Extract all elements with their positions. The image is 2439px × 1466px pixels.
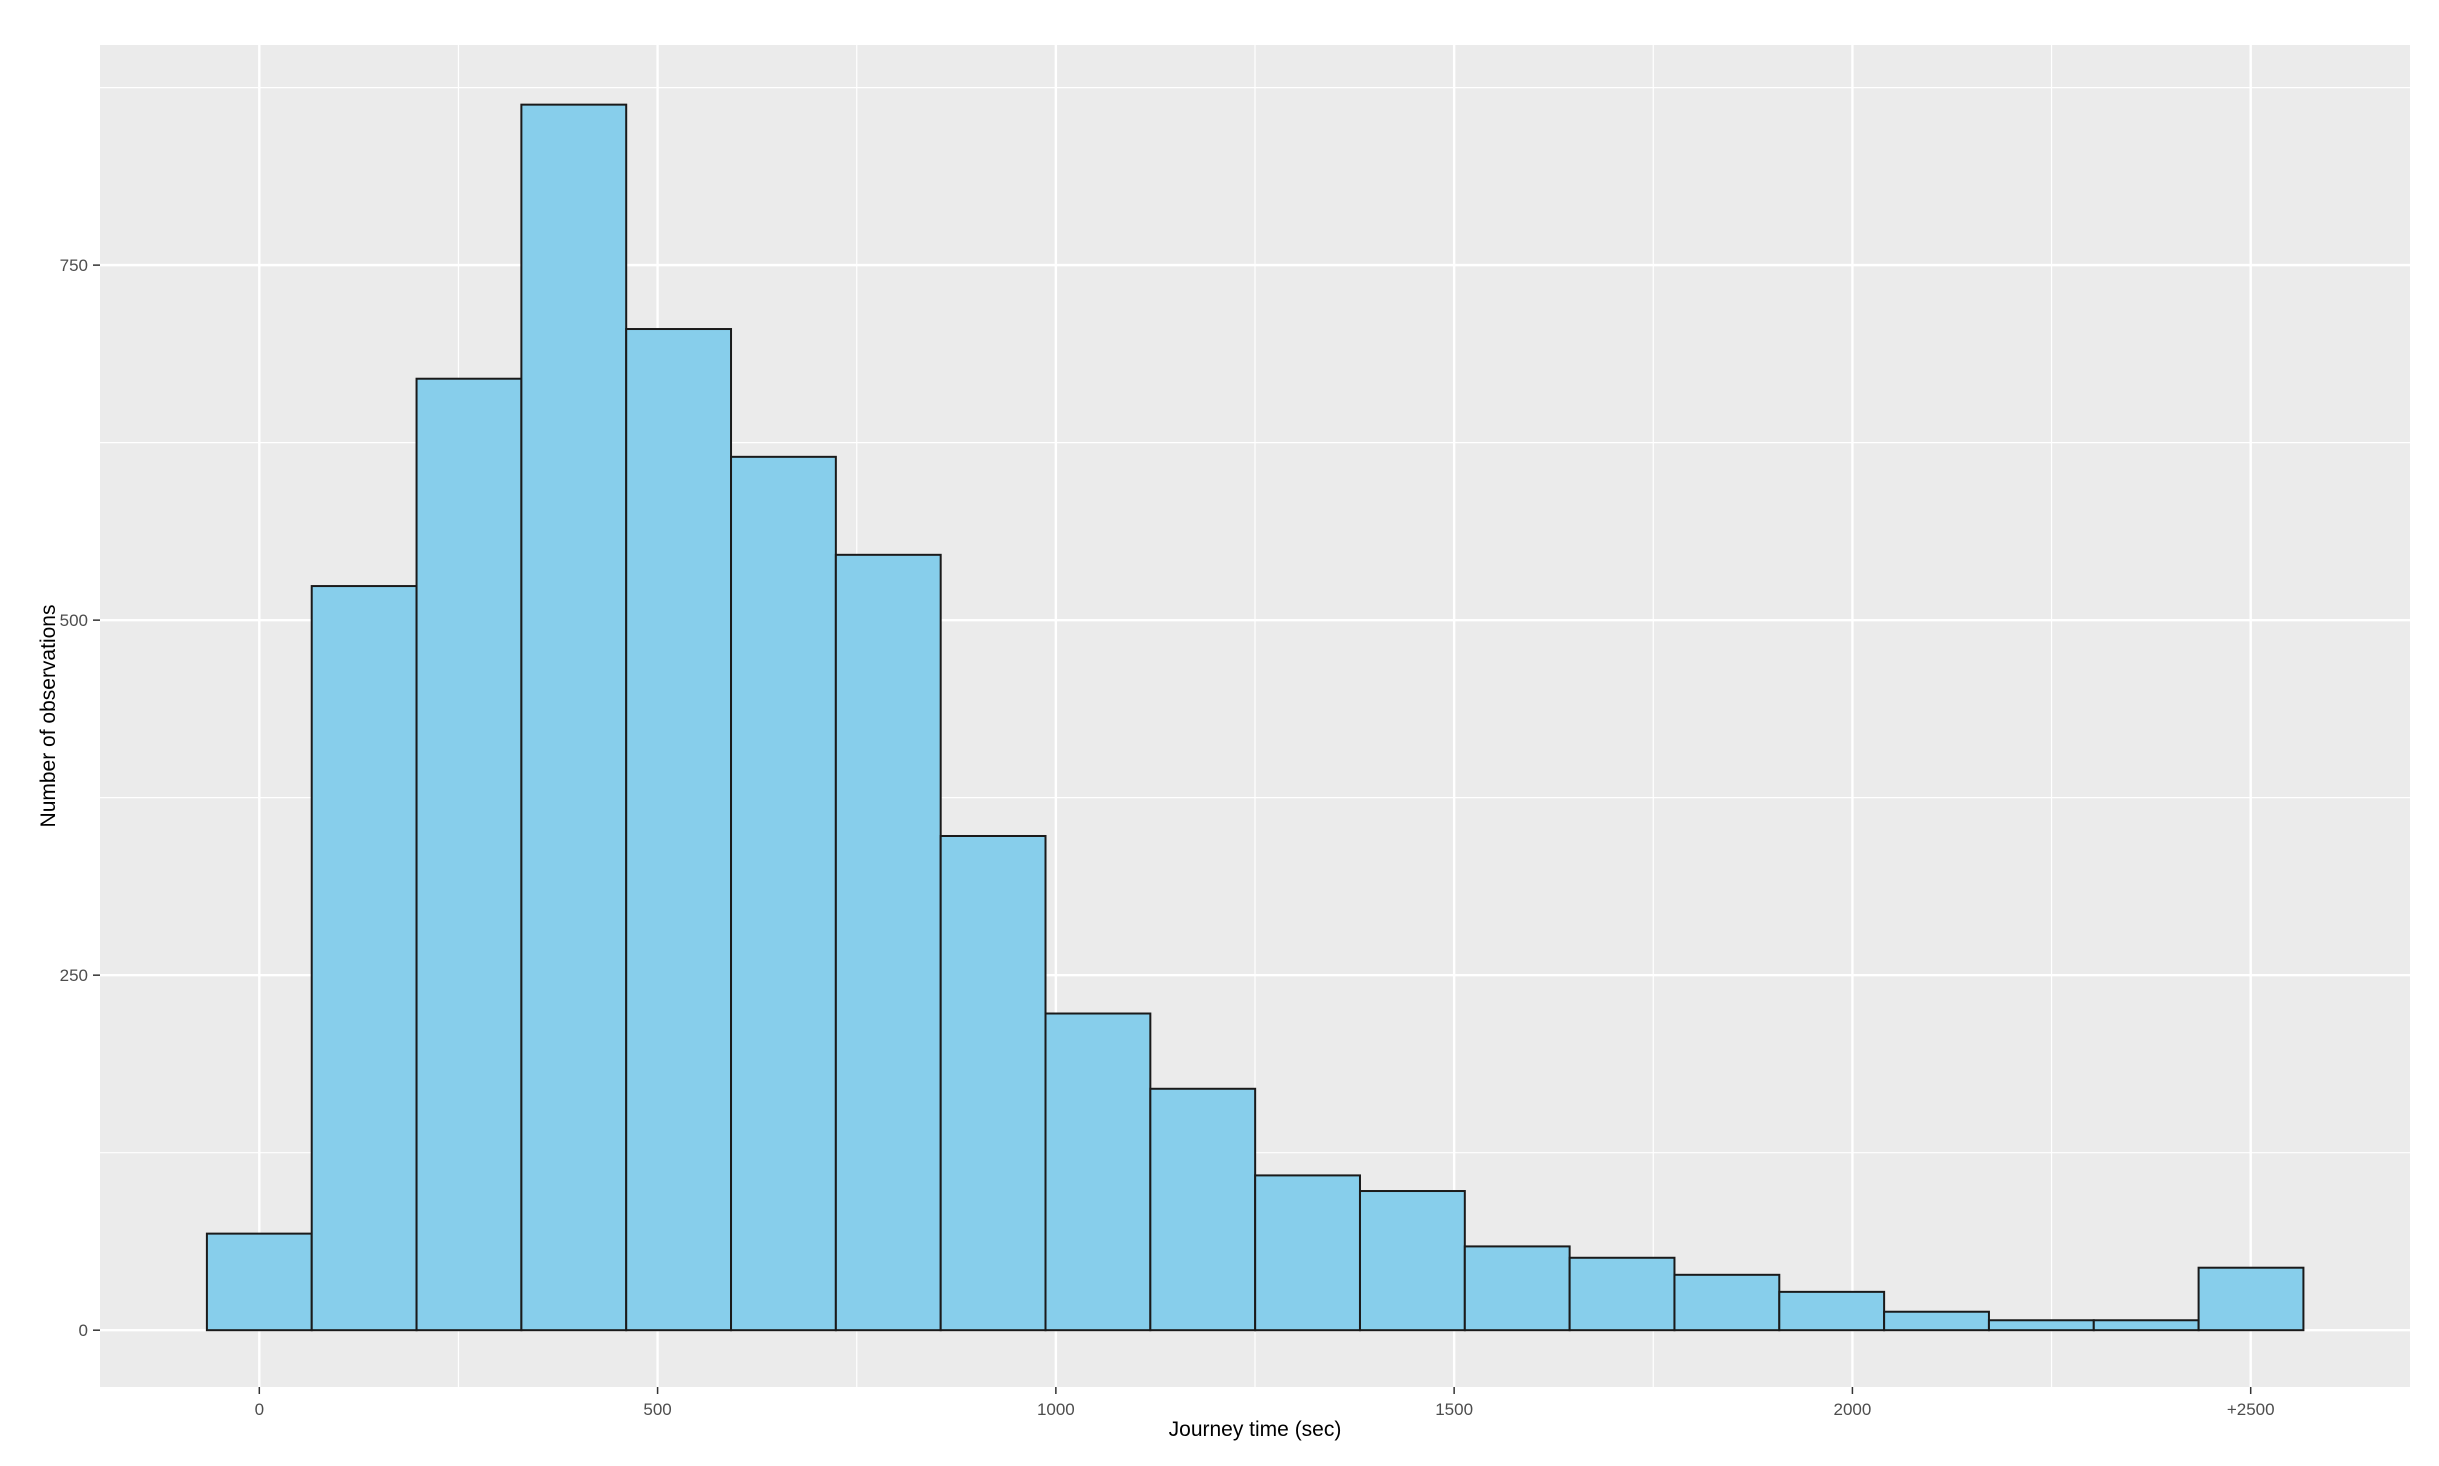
y-tick-label: 750 — [60, 256, 88, 275]
histogram-bar — [2197, 1266, 2305, 1332]
x-axis-ticks: 0 500 1000 1500 2000 +2500 — [255, 1387, 2275, 1419]
histogram-bar — [1044, 1012, 1152, 1332]
histogram-bars — [205, 103, 2305, 1332]
histogram-bar — [1987, 1319, 2095, 1332]
histogram-bar — [205, 1232, 313, 1332]
x-tick-label: 2000 — [1833, 1400, 1871, 1419]
x-tick-label: 1000 — [1037, 1400, 1075, 1419]
y-axis-title: Number of observations — [37, 605, 60, 828]
histogram-bar — [1463, 1245, 1571, 1332]
histogram-bar — [415, 377, 523, 1332]
histogram-bar — [2092, 1319, 2200, 1332]
histogram-bar — [520, 103, 628, 1332]
x-tick-label: +2500 — [2227, 1400, 2275, 1419]
histogram-bar — [1254, 1174, 1361, 1332]
histogram-bar — [1883, 1310, 1990, 1332]
y-axis-ticks: 0 250 500 750 — [60, 256, 100, 1340]
x-axis-title: Journey time (sec) — [1169, 1418, 1342, 1441]
histogram-bar — [730, 455, 837, 1332]
x-tick-label: 1500 — [1435, 1400, 1473, 1419]
histogram-bar — [1358, 1190, 1466, 1332]
histogram-bar — [625, 328, 733, 1332]
histogram-bar — [1568, 1256, 1676, 1332]
histogram-bar — [1778, 1290, 1886, 1332]
y-tick-label: 0 — [79, 1321, 88, 1340]
histogram-bar — [939, 834, 1047, 1332]
y-tick-label: 250 — [60, 966, 88, 985]
histogram-bar — [1149, 1087, 1257, 1332]
histogram-bar — [1673, 1273, 1781, 1332]
histogram-bar — [834, 553, 942, 1332]
y-tick-label: 500 — [60, 611, 88, 630]
x-tick-label: 0 — [255, 1400, 264, 1419]
x-tick-label: 500 — [643, 1400, 671, 1419]
histogram-bar — [310, 585, 418, 1332]
